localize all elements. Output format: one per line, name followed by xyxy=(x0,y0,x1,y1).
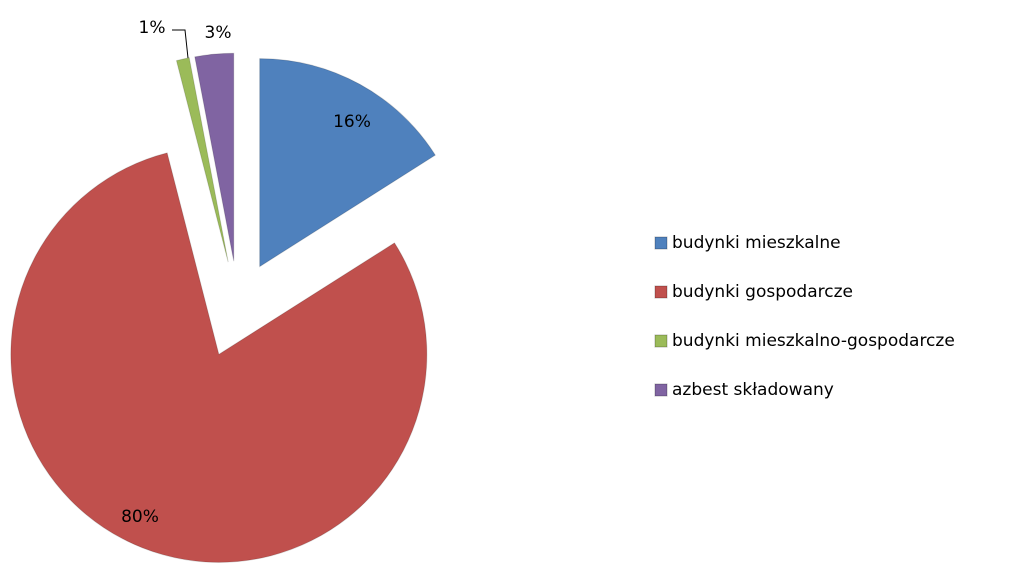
data-label: 80% xyxy=(121,507,159,527)
pie-slice xyxy=(10,152,428,563)
pie-slice xyxy=(194,52,235,262)
legend-swatch xyxy=(654,285,668,299)
pie-slice xyxy=(175,57,229,263)
legend-swatch xyxy=(654,334,668,348)
data-label: 1% xyxy=(139,18,166,38)
legend-swatch xyxy=(654,236,668,250)
legend-label: budynki gospodarcze xyxy=(672,282,853,302)
legend-label: budynki mieszkalne xyxy=(672,233,841,253)
leader-line xyxy=(172,29,189,59)
data-label: 16% xyxy=(333,112,371,132)
legend-label: budynki mieszkalno-gospodarcze xyxy=(672,331,955,351)
legend-label: azbest składowany xyxy=(672,380,834,400)
legend-swatch xyxy=(654,383,668,397)
data-label: 3% xyxy=(205,23,232,43)
pie-slice xyxy=(259,58,436,268)
